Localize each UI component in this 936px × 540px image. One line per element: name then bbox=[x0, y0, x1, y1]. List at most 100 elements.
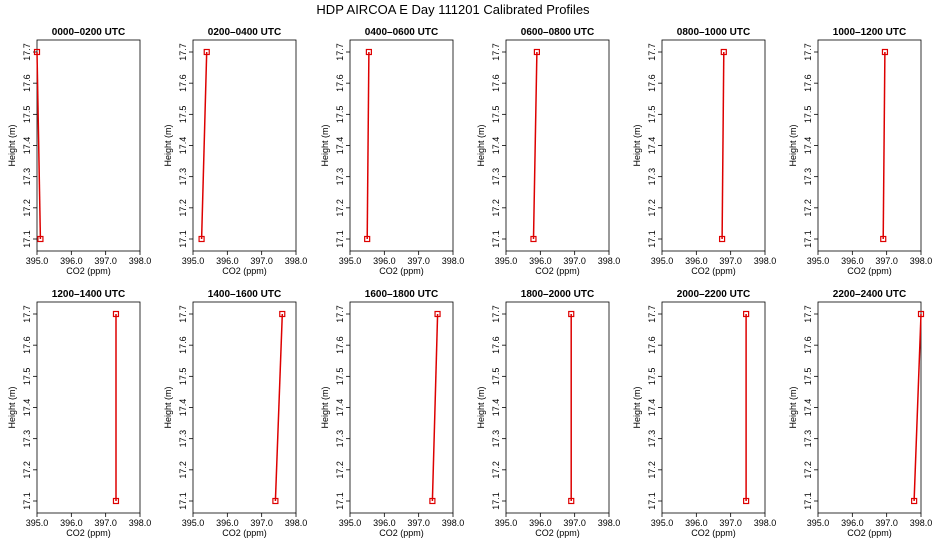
profile-panel: 1400–1600 UTC 395.0 396.0 397.0 398.0 CO2 (pp… bbox=[163, 289, 307, 538]
y-tick-label: 17.4 bbox=[491, 137, 501, 155]
y-tick-label: 17.5 bbox=[335, 368, 345, 386]
figure-title: HDP AIRCOA E Day 111201 Calibrated Profi… bbox=[316, 2, 590, 17]
y-tick-label: 17.7 bbox=[22, 43, 32, 61]
data-point bbox=[880, 235, 887, 243]
plot-frame bbox=[192, 301, 297, 514]
x-tick-label: 398.0 bbox=[285, 256, 308, 266]
y-tick-label: 17.6 bbox=[178, 336, 188, 354]
data-point bbox=[272, 497, 279, 505]
profile-panel: 2000–2200 UTC 395.0 396.0 397.0 398.0 CO2 (pp… bbox=[632, 289, 776, 538]
data-point bbox=[364, 235, 371, 243]
x-tick-label: 397.0 bbox=[563, 518, 586, 528]
x-tick-label: 396.0 bbox=[841, 256, 864, 266]
x-tick-label: 398.0 bbox=[910, 256, 933, 266]
x-tick-label: 396.0 bbox=[216, 256, 239, 266]
data-point bbox=[718, 235, 726, 243]
x-tick-label: 397.0 bbox=[719, 518, 742, 528]
y-tick-label: 17.4 bbox=[647, 399, 657, 417]
x-tick-label: 398.0 bbox=[754, 256, 777, 266]
y-tick-label: 17.2 bbox=[178, 461, 188, 479]
y-tick-label: 17.2 bbox=[22, 461, 32, 479]
panels-grid: 0000–0200 UTC 395.0 396.0 397.0 398.0 CO2 (pp… bbox=[7, 27, 932, 538]
y-tick-label: 17.5 bbox=[178, 106, 188, 124]
plot-frame bbox=[661, 39, 766, 252]
y-tick-label: 17.6 bbox=[803, 336, 813, 354]
y-tick-label: 17.5 bbox=[178, 368, 188, 386]
panel-title: 1000–1200 UTC bbox=[833, 27, 906, 38]
x-tick-label: 397.0 bbox=[875, 518, 898, 528]
y-axis-label: Height (m) bbox=[788, 124, 798, 166]
y-tick-label: 17.2 bbox=[22, 199, 32, 217]
y-axis-label: Height (m) bbox=[476, 386, 486, 428]
y-tick-label: 17.3 bbox=[22, 430, 32, 448]
x-tick-label: 397.0 bbox=[250, 518, 273, 528]
y-tick-label: 17.2 bbox=[491, 199, 501, 217]
profile-line bbox=[431, 313, 439, 502]
y-tick-label: 17.7 bbox=[491, 305, 501, 323]
y-tick-label: 17.4 bbox=[178, 399, 188, 417]
x-axis-label: CO2 (ppm) bbox=[535, 528, 580, 538]
plot-frame bbox=[817, 301, 922, 514]
y-tick-label: 17.1 bbox=[647, 492, 657, 510]
y-axis-label: Height (m) bbox=[632, 386, 642, 428]
data-point bbox=[533, 48, 541, 56]
panel-title: 0400–0600 UTC bbox=[365, 27, 438, 38]
x-tick-label: 397.0 bbox=[94, 518, 117, 528]
data-point bbox=[568, 497, 575, 505]
y-tick-label: 17.3 bbox=[178, 430, 188, 448]
plot-frame bbox=[36, 39, 141, 252]
x-tick-label: 397.0 bbox=[719, 256, 742, 266]
x-tick-label: 395.0 bbox=[651, 518, 674, 528]
x-tick-label: 395.0 bbox=[182, 256, 205, 266]
profile-line bbox=[721, 51, 725, 240]
y-tick-label: 17.2 bbox=[803, 461, 813, 479]
profile-panel: 1600–1800 UTC 395.0 396.0 397.0 398.0 CO2 (pp… bbox=[320, 289, 464, 538]
y-tick-label: 17.6 bbox=[647, 74, 657, 92]
y-tick-label: 17.3 bbox=[335, 168, 345, 186]
panel-title: 1800–2000 UTC bbox=[521, 289, 594, 300]
x-tick-label: 398.0 bbox=[754, 518, 777, 528]
x-tick-label: 395.0 bbox=[182, 518, 205, 528]
y-axis-label: Height (m) bbox=[7, 386, 17, 428]
profile-line bbox=[532, 51, 538, 240]
plot-frame bbox=[36, 301, 141, 514]
y-tick-label: 17.4 bbox=[335, 137, 345, 155]
data-point bbox=[112, 497, 120, 505]
x-tick-label: 398.0 bbox=[598, 256, 621, 266]
y-tick-label: 17.4 bbox=[803, 137, 813, 155]
x-tick-label: 396.0 bbox=[529, 518, 552, 528]
profile-panel: 2200–2400 UTC 395.0 396.0 397.0 398.0 CO2 (pp… bbox=[788, 289, 932, 538]
y-tick-label: 17.1 bbox=[647, 230, 657, 248]
y-tick-label: 17.7 bbox=[22, 305, 32, 323]
y-axis-label: Height (m) bbox=[320, 124, 330, 166]
x-tick-label: 397.0 bbox=[407, 518, 430, 528]
x-axis-label: CO2 (ppm) bbox=[691, 266, 736, 276]
x-tick-label: 397.0 bbox=[250, 256, 273, 266]
x-axis-label: CO2 (ppm) bbox=[66, 528, 111, 538]
y-tick-label: 17.6 bbox=[22, 74, 32, 92]
y-tick-label: 17.1 bbox=[22, 492, 32, 510]
data-point bbox=[33, 48, 41, 56]
y-tick-label: 17.6 bbox=[647, 336, 657, 354]
profile-panel: 1800–2000 UTC 395.0 396.0 397.0 398.0 CO2 (pp… bbox=[476, 289, 620, 538]
data-point bbox=[530, 235, 537, 243]
x-tick-label: 396.0 bbox=[373, 256, 396, 266]
x-tick-label: 397.0 bbox=[407, 256, 430, 266]
x-tick-label: 395.0 bbox=[807, 518, 830, 528]
profile-panel: 1200–1400 UTC 395.0 396.0 397.0 398.0 CO2 (pp… bbox=[7, 289, 151, 538]
x-tick-label: 395.0 bbox=[495, 256, 518, 266]
y-tick-label: 17.5 bbox=[491, 106, 501, 124]
x-tick-label: 396.0 bbox=[60, 518, 83, 528]
panel-title: 2200–2400 UTC bbox=[833, 289, 906, 300]
x-tick-label: 398.0 bbox=[910, 518, 933, 528]
y-tick-label: 17.3 bbox=[22, 168, 32, 186]
y-tick-label: 17.5 bbox=[335, 106, 345, 124]
y-axis-label: Height (m) bbox=[7, 124, 17, 166]
profile-line bbox=[200, 51, 208, 240]
panel-title: 0200–0400 UTC bbox=[208, 27, 281, 38]
plot-frame bbox=[192, 39, 297, 252]
plot-frame bbox=[505, 39, 610, 252]
profile-line bbox=[274, 313, 284, 502]
y-tick-label: 17.4 bbox=[335, 399, 345, 417]
x-tick-label: 398.0 bbox=[442, 256, 465, 266]
